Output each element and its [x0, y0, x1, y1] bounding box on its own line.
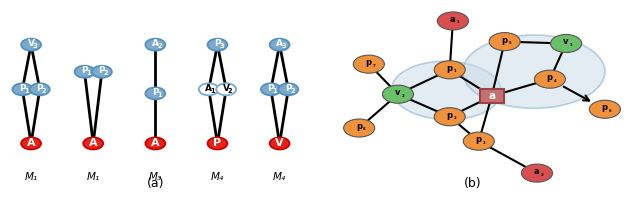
Text: a: a	[450, 15, 455, 24]
Text: 3: 3	[281, 43, 286, 49]
Circle shape	[522, 164, 552, 182]
Circle shape	[21, 39, 41, 51]
Text: 2: 2	[228, 88, 233, 94]
FancyBboxPatch shape	[480, 89, 504, 103]
Text: M₁: M₁	[87, 172, 100, 182]
Text: P: P	[98, 66, 105, 76]
Text: ₂: ₂	[453, 115, 456, 120]
Circle shape	[13, 83, 32, 95]
Text: P: P	[19, 84, 26, 93]
Text: p: p	[366, 58, 372, 67]
Circle shape	[344, 119, 375, 137]
Text: 1: 1	[86, 70, 91, 76]
Text: ₆: ₆	[609, 108, 611, 113]
Text: M₃: M₃	[149, 172, 162, 182]
Text: 2: 2	[103, 70, 108, 76]
Text: P: P	[152, 88, 158, 97]
Text: A: A	[151, 138, 160, 148]
Text: v: v	[563, 38, 569, 46]
Text: P: P	[285, 84, 292, 93]
Text: P: P	[36, 84, 43, 93]
Text: M₁: M₁	[25, 172, 37, 182]
Text: 1: 1	[273, 88, 277, 94]
Text: (b): (b)	[463, 177, 481, 190]
Text: 1: 1	[210, 88, 215, 94]
Text: M₄: M₄	[273, 172, 286, 182]
Text: V: V	[27, 39, 35, 48]
Circle shape	[534, 70, 566, 88]
Text: ₁: ₁	[453, 68, 456, 73]
Text: 2: 2	[157, 43, 162, 49]
Text: A: A	[152, 39, 159, 48]
Circle shape	[550, 35, 581, 53]
Circle shape	[75, 66, 94, 78]
Circle shape	[83, 137, 103, 149]
Circle shape	[434, 108, 465, 126]
Circle shape	[463, 132, 495, 150]
Text: ₅: ₅	[508, 40, 511, 45]
Text: 3: 3	[219, 43, 224, 49]
Circle shape	[199, 83, 219, 95]
Text: p: p	[446, 64, 453, 73]
Text: V: V	[223, 84, 230, 93]
Text: A: A	[89, 138, 98, 148]
Text: P: P	[214, 138, 221, 148]
Circle shape	[353, 55, 384, 73]
Text: ₄: ₄	[553, 78, 557, 83]
Circle shape	[261, 83, 281, 95]
Text: 3: 3	[33, 43, 37, 49]
Text: ₂: ₂	[541, 171, 543, 177]
Text: ₂: ₂	[402, 93, 404, 98]
Text: ₇: ₇	[373, 63, 375, 68]
Text: p: p	[547, 73, 553, 82]
Circle shape	[216, 83, 236, 95]
Text: (a): (a)	[146, 177, 164, 190]
Text: v: v	[395, 88, 401, 97]
Text: 1: 1	[24, 88, 29, 94]
Text: a: a	[534, 167, 540, 176]
Text: ₁: ₁	[570, 42, 573, 47]
Text: 2: 2	[290, 88, 295, 94]
Ellipse shape	[463, 35, 605, 108]
Circle shape	[92, 66, 112, 78]
Circle shape	[590, 100, 621, 118]
Circle shape	[145, 137, 165, 149]
Circle shape	[21, 137, 41, 149]
Text: M₄: M₄	[211, 172, 224, 182]
Circle shape	[269, 137, 290, 149]
Circle shape	[207, 137, 228, 149]
Text: p: p	[356, 122, 362, 131]
Text: p: p	[446, 111, 453, 120]
Circle shape	[145, 39, 165, 51]
Circle shape	[489, 33, 520, 51]
Text: V: V	[275, 138, 284, 148]
Circle shape	[437, 12, 469, 30]
Text: ₈: ₈	[363, 126, 366, 132]
Text: P: P	[268, 84, 275, 93]
Circle shape	[382, 85, 413, 103]
Text: 2: 2	[41, 88, 46, 94]
Circle shape	[30, 83, 49, 95]
Text: a: a	[488, 91, 495, 101]
Text: ₁: ₁	[456, 19, 460, 24]
Text: p: p	[602, 103, 607, 112]
Circle shape	[269, 39, 290, 51]
Text: A: A	[276, 39, 283, 48]
Text: A: A	[27, 138, 36, 148]
Text: ₃: ₃	[482, 140, 486, 145]
Circle shape	[278, 83, 298, 95]
Text: p: p	[501, 36, 507, 45]
Circle shape	[434, 61, 465, 79]
Text: A: A	[205, 84, 212, 93]
Text: 1: 1	[157, 92, 162, 98]
Text: P: P	[81, 66, 88, 76]
Circle shape	[145, 87, 165, 99]
Ellipse shape	[392, 61, 501, 120]
Circle shape	[207, 39, 228, 51]
Text: p: p	[476, 135, 481, 144]
Text: P: P	[214, 39, 221, 48]
